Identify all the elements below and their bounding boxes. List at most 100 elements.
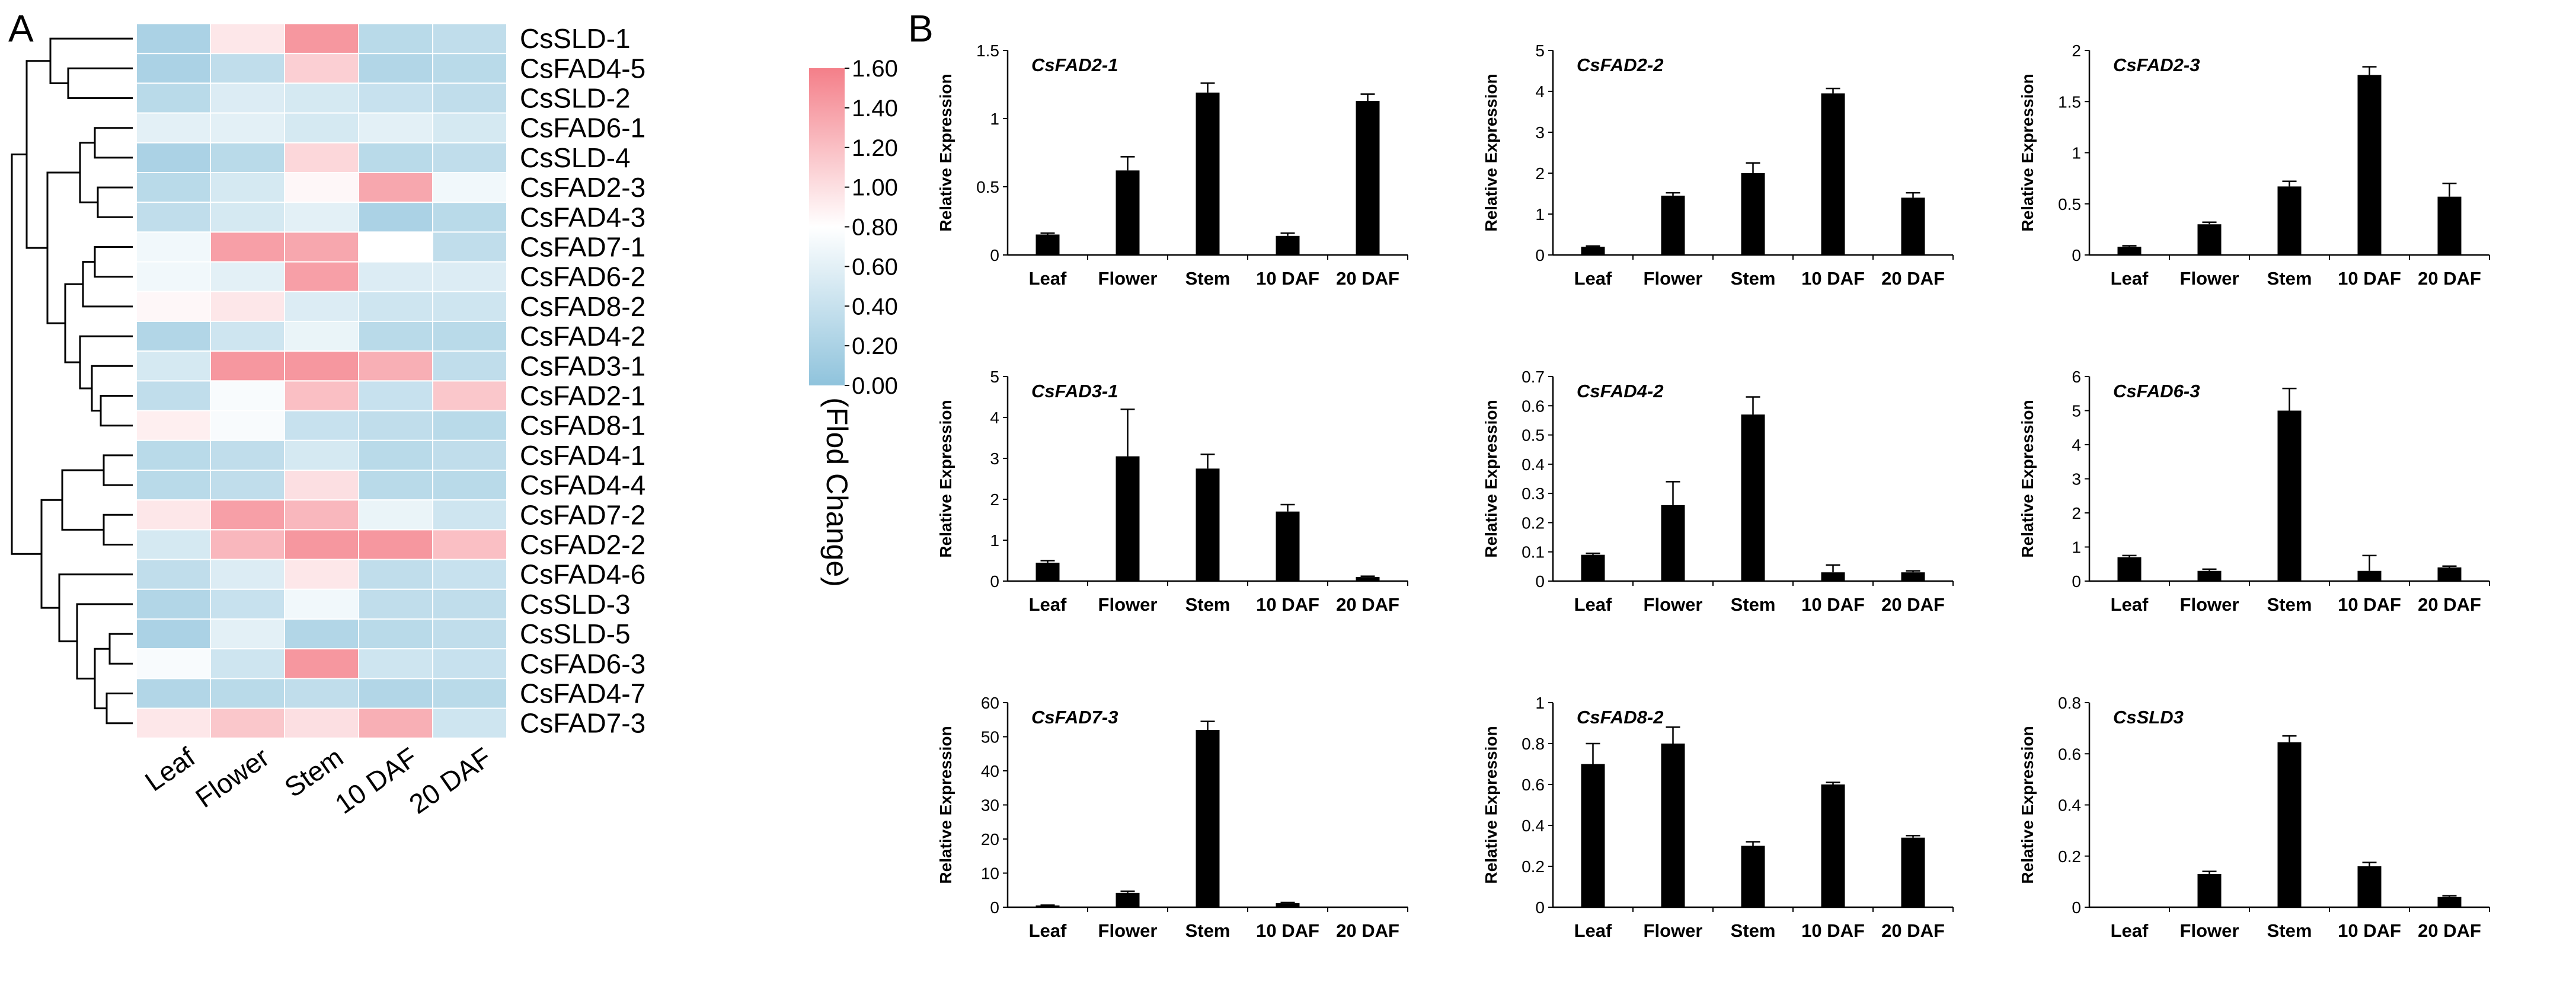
bar	[1356, 101, 1380, 255]
heatmap-cell	[432, 23, 507, 55]
heatmap-cell	[210, 678, 285, 709]
x-tick-label: Flower	[1644, 920, 1703, 941]
y-axis-label: Relative Expression	[1482, 726, 1500, 883]
y-axis-label: Relative Expression	[2018, 400, 2037, 557]
heatmap-cell	[358, 588, 433, 620]
heatmap-cell	[210, 321, 285, 352]
x-tick-label: Stem	[1731, 594, 1776, 615]
heatmap-cell	[358, 350, 433, 382]
dendrogram-branch	[106, 693, 133, 725]
bar	[2357, 866, 2382, 907]
heatmap-cell	[432, 439, 507, 471]
heatmap-cell	[432, 291, 507, 322]
chart-title: CsFAD2-1	[1031, 55, 1118, 75]
dendrogram-branch	[61, 469, 104, 531]
heatmap-cell	[284, 112, 359, 143]
heatmap-row-label: CsFAD4-3	[520, 202, 645, 232]
colorbar-tick-label: 0.60	[852, 254, 898, 280]
x-tick-label: Leaf	[1574, 920, 1612, 941]
y-tick-label: 1.5	[976, 42, 999, 60]
heatmap-cell	[432, 588, 507, 620]
x-tick-label: Flower	[2180, 920, 2239, 941]
heatmap-row-label: CsFAD7-3	[520, 708, 645, 739]
y-tick-label: 0.5	[2058, 195, 2081, 213]
heatmap-cell	[210, 261, 285, 292]
y-tick-label: 60	[981, 694, 999, 712]
heatmap-cell	[432, 172, 507, 203]
bar	[1035, 562, 1060, 581]
bar	[2277, 186, 2302, 255]
chart-title: CsFAD7-3	[1031, 707, 1118, 728]
x-tick-label: Flower	[1644, 268, 1703, 289]
y-tick-label: 0.8	[1522, 735, 1545, 753]
y-tick-label: 20	[981, 830, 999, 849]
heatmap-cell	[284, 82, 359, 114]
heatmap-cell	[210, 618, 285, 650]
y-tick-label: 0	[990, 246, 999, 264]
heatmap-cell	[210, 499, 285, 531]
heatmap-cell	[284, 350, 359, 382]
heatmap-cell	[284, 53, 359, 84]
y-tick-label: 2	[990, 490, 999, 509]
y-tick-label: 0.6	[2058, 745, 2081, 763]
bar	[2357, 75, 2382, 256]
bar	[1661, 505, 1685, 581]
y-tick-label: 6	[2072, 368, 2081, 386]
y-tick-label: 0.4	[1522, 455, 1545, 474]
heatmap-cell	[432, 82, 507, 114]
y-tick-label: 0	[2072, 246, 2081, 264]
bar	[1821, 572, 1845, 581]
panel-label-a: A	[8, 7, 34, 50]
heatmap-cell	[136, 707, 211, 739]
heatmap-cell	[358, 618, 433, 650]
heatmap-cell	[358, 231, 433, 263]
y-tick-label: 0	[1535, 572, 1545, 591]
y-tick-label: 3	[1535, 123, 1545, 142]
chart-title: CsFAD8-2	[1577, 707, 1663, 728]
colorbar-title: (Flod Change)	[820, 397, 854, 587]
heatmap-row-label: CsSLD-3	[520, 589, 631, 620]
bar	[1821, 93, 1845, 255]
heatmap-cell	[136, 82, 211, 114]
heatmap-cell	[136, 559, 211, 590]
heatmap-cell	[432, 380, 507, 412]
heatmap-cell	[284, 529, 359, 560]
heatmap-row-label: CsFAD6-1	[520, 113, 645, 143]
heatmap-cell	[358, 380, 433, 412]
bar-chart-2: 0 0.5 1 1.5 2 Relative Expression CsFAD2-3 Leaf…	[2018, 42, 2490, 289]
heatmap-cell	[358, 202, 433, 233]
x-tick-label: Stem	[1185, 920, 1231, 941]
bar	[1901, 572, 1925, 581]
bar	[1116, 892, 1140, 907]
heatmap-row-label: CsFAD4-1	[520, 440, 645, 471]
y-tick-label: 40	[981, 762, 999, 780]
x-tick-label: Stem	[1185, 268, 1231, 289]
bar	[1901, 197, 1925, 255]
heatmap-cell	[284, 231, 359, 263]
bar	[1356, 577, 1380, 581]
bar	[1116, 456, 1140, 581]
dendrogram-branch	[82, 261, 133, 308]
y-tick-label: 5	[2072, 402, 2081, 420]
heatmap-cell	[358, 142, 433, 174]
heatmap-row-label: CsFAD2-2	[520, 530, 645, 560]
y-tick-label: 0.4	[2058, 796, 2081, 815]
heatmap-row-label: CsFAD4-6	[520, 559, 645, 590]
dendrogram-branch	[67, 67, 133, 99]
heatmap-cell	[432, 112, 507, 143]
x-tick-label: 10 DAF	[1801, 268, 1865, 289]
bar	[1035, 234, 1060, 255]
heatmap-cell	[136, 142, 211, 174]
bar	[2277, 742, 2302, 907]
heatmap-cell	[358, 439, 433, 471]
heatmap-cell	[358, 529, 433, 560]
x-tick-label: Stem	[1185, 594, 1231, 615]
heatmap-cell	[210, 112, 285, 143]
bar	[1741, 414, 1765, 581]
x-tick-label: 10 DAF	[1256, 268, 1319, 289]
heatmap-cell	[284, 172, 359, 203]
dendrogram-branch	[103, 513, 133, 546]
heatmap-cell	[210, 53, 285, 84]
bar	[1581, 247, 1605, 255]
x-tick-label: Leaf	[2111, 920, 2149, 941]
